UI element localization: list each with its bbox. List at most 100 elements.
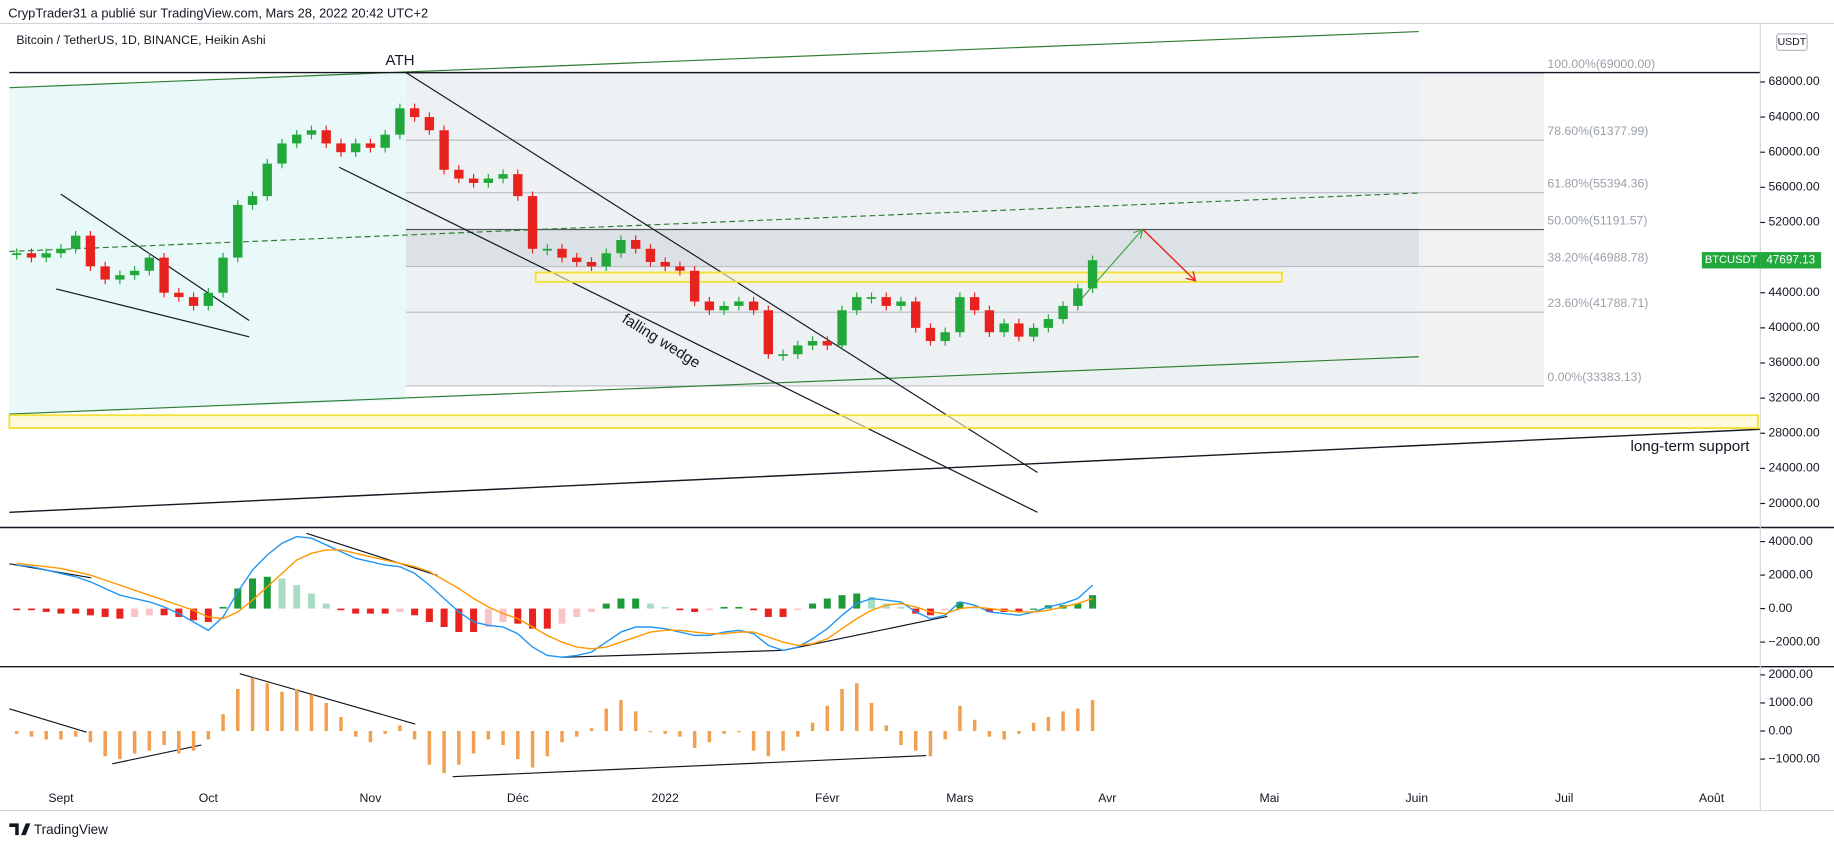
candle [896, 301, 906, 306]
candle [159, 257, 169, 293]
candle [572, 257, 582, 262]
candle [984, 310, 995, 333]
macd-histogram-bar [809, 603, 817, 609]
oscillator-bar [294, 688, 299, 732]
candle [203, 292, 213, 306]
frame [0, 22, 1834, 812]
macd-histogram-bar [676, 608, 684, 611]
oscillator-bar [412, 731, 417, 740]
macd-histogram-bar [411, 608, 419, 616]
candle [41, 253, 51, 258]
oscillator-bar [707, 731, 712, 743]
oscillator-bar [353, 731, 358, 737]
oscillator-bar [191, 731, 196, 751]
candle [734, 301, 744, 306]
oscillator-bar [221, 714, 225, 732]
macd-histogram-bar [352, 608, 360, 614]
macd-histogram-bar [337, 608, 345, 611]
candle [277, 143, 287, 164]
macd-histogram-bar [307, 593, 315, 609]
oscillator-bar [383, 731, 387, 734]
candle [763, 310, 774, 355]
price-tag-bg [1760, 252, 1822, 269]
oscillator-bar [633, 711, 638, 732]
macd-histogram-bar [470, 608, 478, 633]
oscillator-bar [1002, 731, 1006, 740]
oscillator-bar [1076, 708, 1080, 732]
zone-resistance [534, 271, 1283, 283]
candle [689, 270, 700, 302]
macd-histogram-bar [234, 588, 242, 609]
oscillator-bar [589, 728, 594, 732]
candle [12, 253, 22, 255]
oscillator-bar [574, 731, 579, 737]
candle [409, 108, 420, 118]
candle [218, 257, 228, 293]
oscillator-bar [560, 731, 564, 743]
candle [704, 301, 715, 311]
macd-histogram-bar [440, 608, 448, 628]
y-tick-label: 4000.00 [1769, 534, 1814, 548]
oscillator-bar [471, 731, 476, 754]
candle [631, 240, 641, 249]
oscillator-bar [722, 731, 726, 734]
macd-histogram-bar [145, 608, 153, 616]
oscillator-bar [368, 731, 373, 743]
oscillator-bar [1090, 700, 1095, 732]
drawings [8, 31, 1761, 778]
candle [483, 178, 494, 183]
candle [144, 257, 155, 271]
macd-histogram-bar [1074, 603, 1082, 609]
y-tick-label: 24000.00 [1769, 461, 1820, 475]
y-tick-label: 52000.00 [1769, 215, 1820, 229]
oscillator-bar [206, 731, 211, 740]
macd-histogram-bar [617, 598, 625, 609]
y-tick-label: 68000.00 [1769, 74, 1820, 88]
macd-histogram-bar [750, 608, 758, 611]
oscillator-bar [810, 722, 815, 732]
y-tick-label: 36000.00 [1769, 355, 1820, 369]
oscillator-bar [147, 731, 152, 751]
macd-histogram-bar [1089, 595, 1097, 609]
oscillator-bar [678, 731, 682, 737]
x-tick-label: Mars [946, 791, 973, 805]
oscillator-bar [1031, 722, 1036, 732]
oscillator-bar [840, 688, 844, 732]
oscillator-bar [162, 731, 166, 746]
candle [424, 117, 435, 131]
y-tick-label: 32000.00 [1769, 390, 1820, 404]
oscillator-bar [692, 731, 697, 748]
macd-histogram-bar [101, 608, 109, 617]
oscillator-bar [855, 683, 859, 732]
chart-title: Bitcoin / TetherUS, 1D, BINANCE, Heikin … [16, 33, 265, 47]
y-tick-label: 2000.00 [1769, 567, 1814, 581]
macd-histogram-bar [882, 603, 890, 609]
small-wedge-top [60, 193, 250, 321]
oscillator-bar [236, 688, 240, 732]
candle [719, 305, 729, 311]
candle [645, 248, 656, 262]
candle [262, 163, 272, 197]
y-tick-label: 44000.00 [1769, 285, 1820, 299]
fib-label: 78.60%(61377.99) [1547, 124, 1648, 138]
fib-band [405, 228, 1544, 266]
macd-histogram-bar [278, 578, 286, 609]
macd-histogram-bar [779, 608, 787, 617]
x-tick-label: Août [1699, 791, 1725, 805]
candle [85, 235, 96, 267]
y-tick-label: 64000.00 [1769, 109, 1820, 123]
macd-histogram-bar [823, 598, 831, 609]
macd-histogram-bar [514, 608, 522, 624]
macd-histogram-bar [529, 608, 537, 629]
candle [660, 261, 670, 267]
y-tick-label: 0.00 [1769, 601, 1793, 615]
oscillator-bar [648, 731, 653, 733]
currency: USDT [1778, 36, 1807, 48]
candle [1073, 288, 1083, 306]
oscillator-bar [1061, 711, 1065, 732]
macd-histogram-bar [985, 608, 993, 612]
last-price: 47697.13 [1766, 253, 1815, 266]
macd-histogram-bar [322, 603, 330, 609]
oscillator-bar [309, 694, 314, 732]
